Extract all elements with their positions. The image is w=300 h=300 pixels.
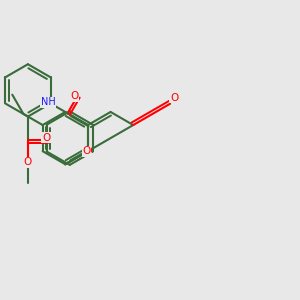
Text: O: O [42, 133, 50, 143]
Text: O: O [84, 146, 92, 156]
Text: O: O [24, 157, 32, 167]
Text: O: O [172, 95, 179, 105]
Text: NH: NH [41, 97, 56, 107]
Text: O: O [82, 146, 91, 156]
Text: O: O [170, 93, 178, 103]
Text: O: O [70, 91, 79, 101]
